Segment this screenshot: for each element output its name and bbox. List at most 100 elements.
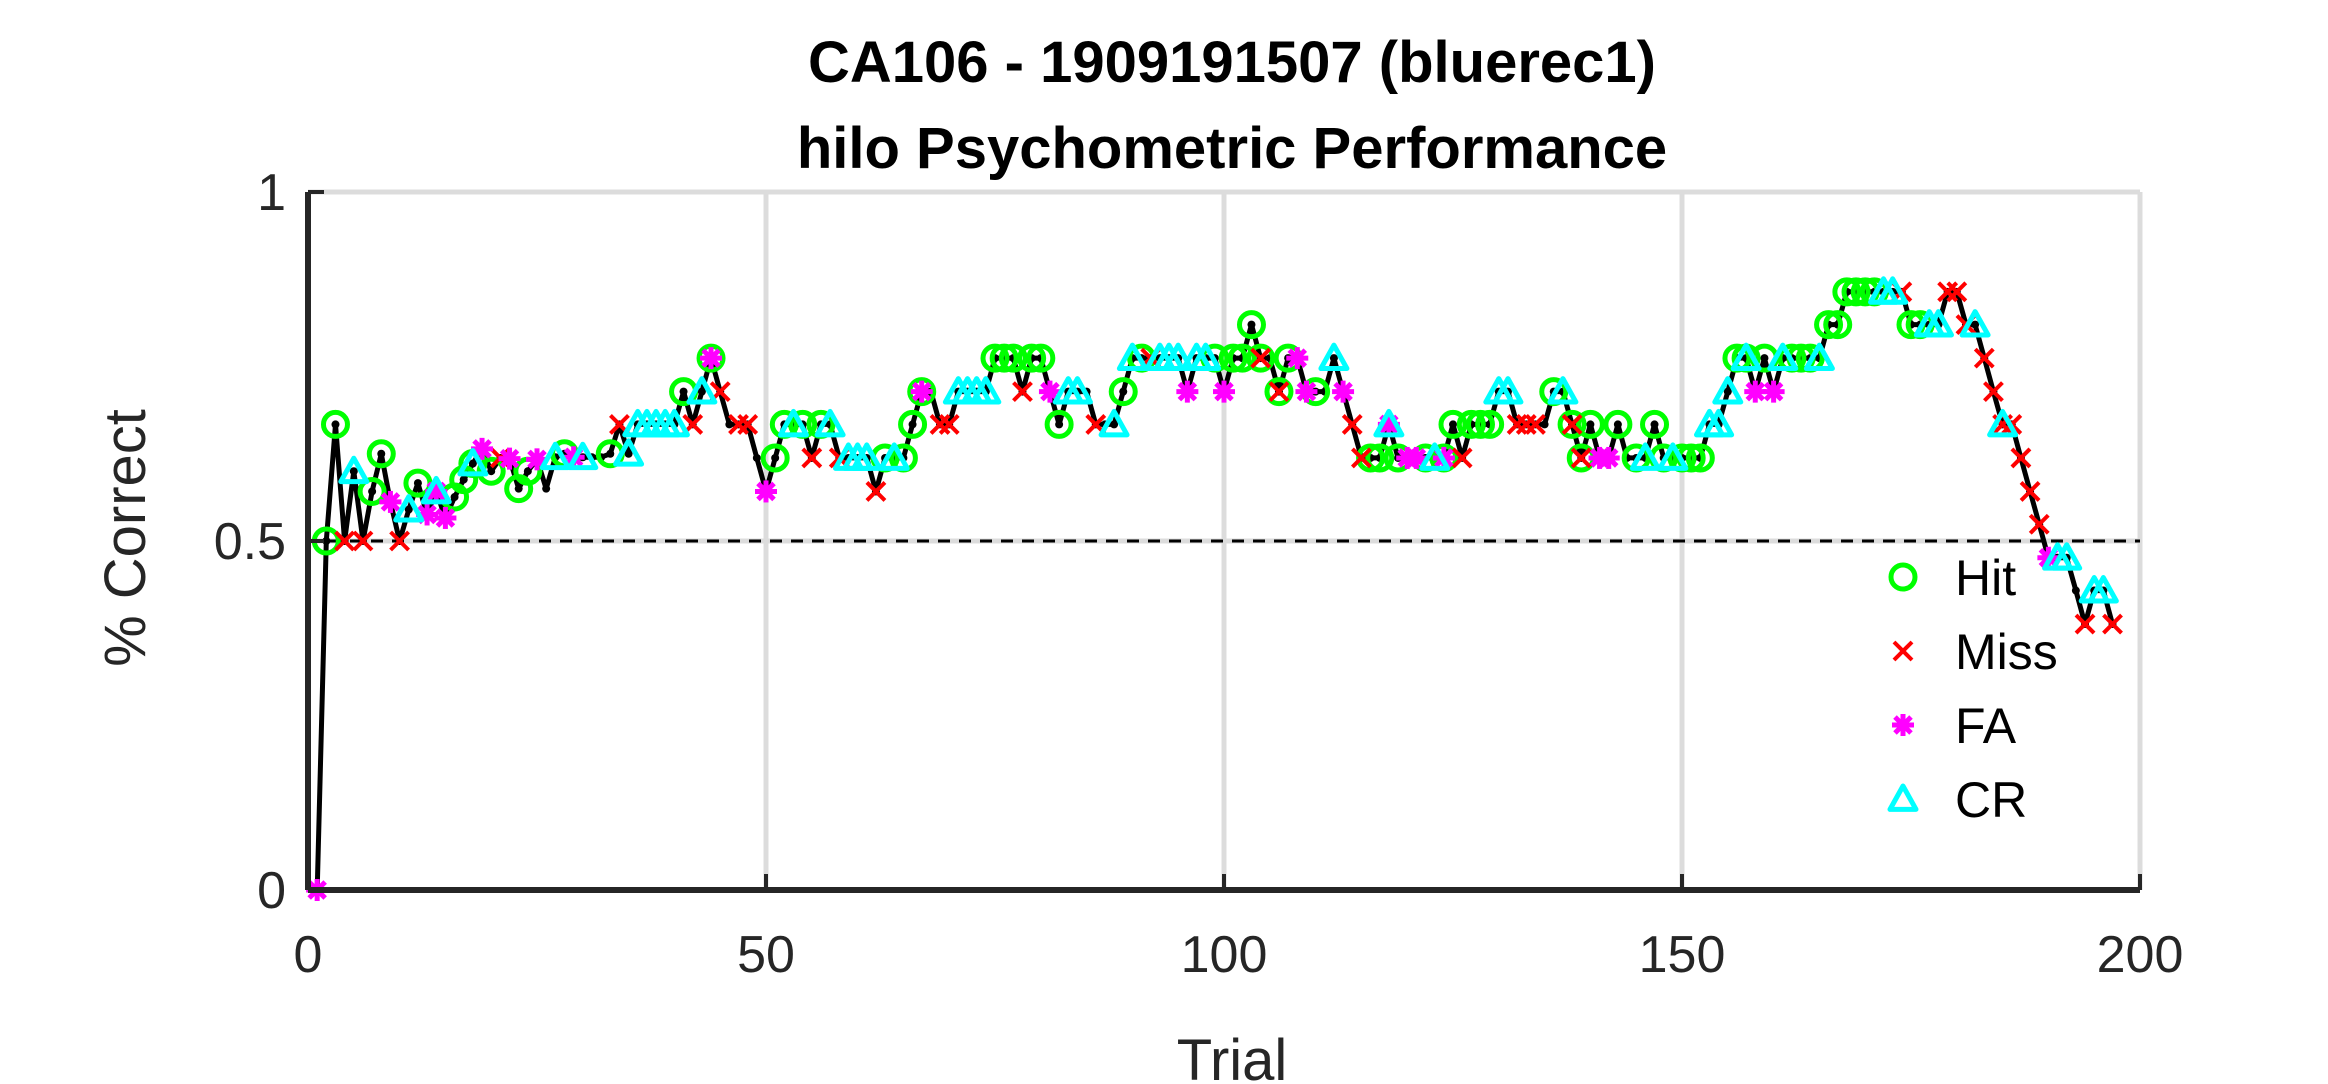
hit-marker (1026, 343, 1056, 373)
cr-marker (1922, 309, 1954, 338)
fa-marker (434, 506, 457, 529)
y-tick-label: 0.5 (214, 513, 286, 571)
hit-marker (320, 409, 350, 439)
performance-dot (1971, 320, 1980, 329)
fa-marker (1213, 380, 1235, 403)
legend-marker (1888, 562, 1918, 592)
cr-marker (1373, 408, 1405, 438)
legend-marker (1892, 640, 1914, 662)
legend: Hit Miss FA CR (1887, 550, 2058, 828)
performance-dot (606, 449, 615, 458)
performance-dot (487, 467, 496, 476)
x-tick-label: 50 (737, 926, 795, 984)
chart-subtitle: hilo Psychometric Performance (797, 116, 1667, 181)
cr-marker (338, 455, 370, 485)
cr-marker (878, 442, 910, 471)
miss-marker (1268, 381, 1290, 403)
hit-marker (760, 443, 790, 473)
miss-marker (801, 447, 823, 469)
hit-marker (998, 343, 1028, 373)
miss-marker (737, 414, 759, 435)
miss-marker (1506, 414, 1528, 435)
hit-marker (357, 476, 387, 506)
hit-marker (1685, 443, 1715, 473)
x-tick-label: 150 (1639, 926, 1726, 984)
legend-item-hit: Hit (1888, 550, 2016, 606)
legend-item-fa: FA (1892, 698, 2017, 754)
miss-marker (865, 481, 887, 502)
cr-marker (814, 408, 846, 438)
cr-marker (1767, 342, 1799, 372)
chart-title: CA106 - 1909191507 (bluerec1) (808, 30, 1656, 95)
miss-marker (1946, 281, 1968, 303)
cr-marker (1318, 342, 1350, 372)
hit-marker (898, 409, 928, 439)
cr-marker (420, 475, 452, 505)
performance-dot (2071, 586, 2080, 595)
hit-marker (1264, 377, 1294, 407)
miss-marker (1350, 447, 1372, 469)
cr-marker (1116, 342, 1148, 372)
legend-marker (1887, 783, 1919, 812)
performance-dot (679, 387, 688, 396)
miss-marker (1561, 414, 1583, 435)
miss-marker (1570, 447, 1592, 469)
performance-dot (624, 449, 633, 458)
hit-marker (1603, 409, 1633, 439)
cr-marker (1657, 442, 1689, 471)
performance-dot (1586, 420, 1595, 429)
performance-dot (1760, 354, 1769, 363)
fa-marker (1295, 380, 1318, 403)
miss-marker (1515, 414, 1537, 435)
fa-marker (1286, 347, 1309, 370)
hit-marker (1841, 277, 1871, 307)
hit-marker (1246, 343, 1276, 373)
miss-marker (1451, 447, 1473, 469)
performance-dot (377, 449, 386, 458)
cr-marker (1162, 342, 1194, 372)
cr-marker (1492, 376, 1524, 405)
fa-marker (910, 380, 933, 403)
miss-marker (1983, 381, 2004, 403)
miss-marker (1525, 414, 1546, 435)
cr-marker (851, 442, 883, 471)
fa-marker (1597, 446, 1620, 469)
fa-marker (1762, 380, 1785, 403)
cr-marker (2051, 542, 2083, 571)
legend-item-miss: Miss (1892, 624, 2058, 680)
cr-marker (1629, 442, 1661, 471)
hit-marker (1227, 343, 1257, 373)
cr-marker (1712, 376, 1744, 405)
performance-dot (697, 387, 706, 396)
performance-dot (413, 479, 422, 488)
hit-marker (1236, 310, 1266, 340)
hit-marker (1365, 443, 1395, 473)
performance-dot (331, 420, 340, 429)
legend-label: FA (1955, 698, 2017, 754)
cr-marker (658, 408, 690, 438)
cr-marker (1959, 309, 1991, 338)
miss-marker (1012, 381, 1033, 403)
performance-dot (1449, 420, 1457, 429)
cr-marker (2087, 575, 2119, 604)
fa-marker (1176, 380, 1199, 403)
miss-marker (352, 530, 374, 552)
hit-marker (1044, 409, 1074, 439)
miss-marker (389, 530, 411, 552)
cr-marker (567, 441, 599, 471)
hit-marker (1832, 277, 1862, 307)
hit-marker (1356, 443, 1386, 473)
performance-dot (771, 453, 780, 462)
fa-marker (379, 490, 402, 513)
y-tick-label: 0 (257, 862, 286, 920)
performance-dot (450, 493, 459, 502)
hit-marker (980, 343, 1010, 373)
performance-dot (404, 505, 413, 514)
cr-marker (686, 376, 718, 405)
hit-marker (1438, 409, 1468, 439)
cr-marker (1419, 442, 1451, 471)
miss-marker (1341, 414, 1363, 435)
performance-dot (1119, 387, 1128, 396)
x-axis-label: Trial (1177, 1028, 1288, 1084)
performance-dot (725, 420, 734, 429)
